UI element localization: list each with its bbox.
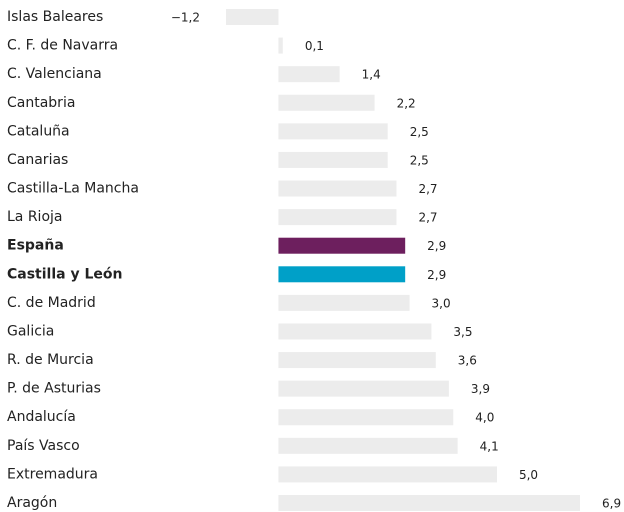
bar: [278, 151, 388, 168]
value-label: 3,5: [453, 325, 472, 339]
bar: [278, 409, 454, 426]
category-label: Canarias: [7, 152, 68, 168]
value-label: 2,9: [427, 239, 446, 253]
value-label: 4,0: [475, 411, 494, 425]
category-label: P. de Asturias: [7, 381, 101, 397]
bar: [278, 466, 497, 483]
bar: [278, 495, 580, 511]
bar: [278, 180, 397, 197]
value-label: 6,9: [602, 497, 621, 511]
value-label: −1,2: [171, 11, 200, 25]
bar: [278, 352, 436, 369]
value-label: 2,2: [397, 96, 416, 110]
bar: [278, 323, 432, 340]
bar: [226, 9, 279, 25]
value-label: 2,9: [427, 268, 446, 282]
category-label: España: [7, 238, 64, 254]
category-label: País Vasco: [7, 438, 80, 454]
value-label: 0,1: [305, 39, 324, 53]
bar: [278, 94, 375, 111]
value-label: 3,9: [471, 382, 490, 396]
value-label: 3,0: [432, 296, 451, 310]
bar: [278, 437, 458, 454]
category-label: C. Valenciana: [7, 66, 102, 82]
value-label: 5,0: [519, 468, 538, 482]
category-label: C. de Madrid: [7, 295, 96, 311]
category-label: Aragón: [7, 495, 57, 511]
bar: [278, 209, 397, 226]
category-label: Islas Baleares: [7, 9, 103, 25]
bar: [278, 237, 406, 254]
category-label: Andalucía: [7, 409, 76, 425]
bar: [278, 266, 406, 283]
bar: [278, 66, 340, 83]
value-label: 3,6: [458, 354, 477, 368]
category-label: Castilla-La Mancha: [7, 181, 139, 197]
category-label: Cantabria: [7, 95, 75, 111]
category-label: Galicia: [7, 323, 54, 339]
category-label: Castilla y León: [7, 266, 122, 282]
category-label: C. F. de Navarra: [7, 38, 118, 54]
value-label: 2,7: [418, 182, 437, 196]
bar: [278, 37, 283, 54]
value-label: 2,5: [410, 153, 429, 167]
bar: [278, 380, 449, 397]
category-label: R. de Murcia: [7, 352, 94, 368]
category-label: La Rioja: [7, 209, 62, 225]
value-label: 4,1: [480, 439, 499, 453]
bar: [278, 123, 388, 140]
bar: [278, 294, 410, 311]
category-label: Extremadura: [7, 466, 98, 482]
value-label: 2,7: [418, 211, 437, 225]
category-label: Cataluña: [7, 123, 70, 139]
value-label: 1,4: [362, 68, 381, 82]
value-label: 2,5: [410, 125, 429, 139]
